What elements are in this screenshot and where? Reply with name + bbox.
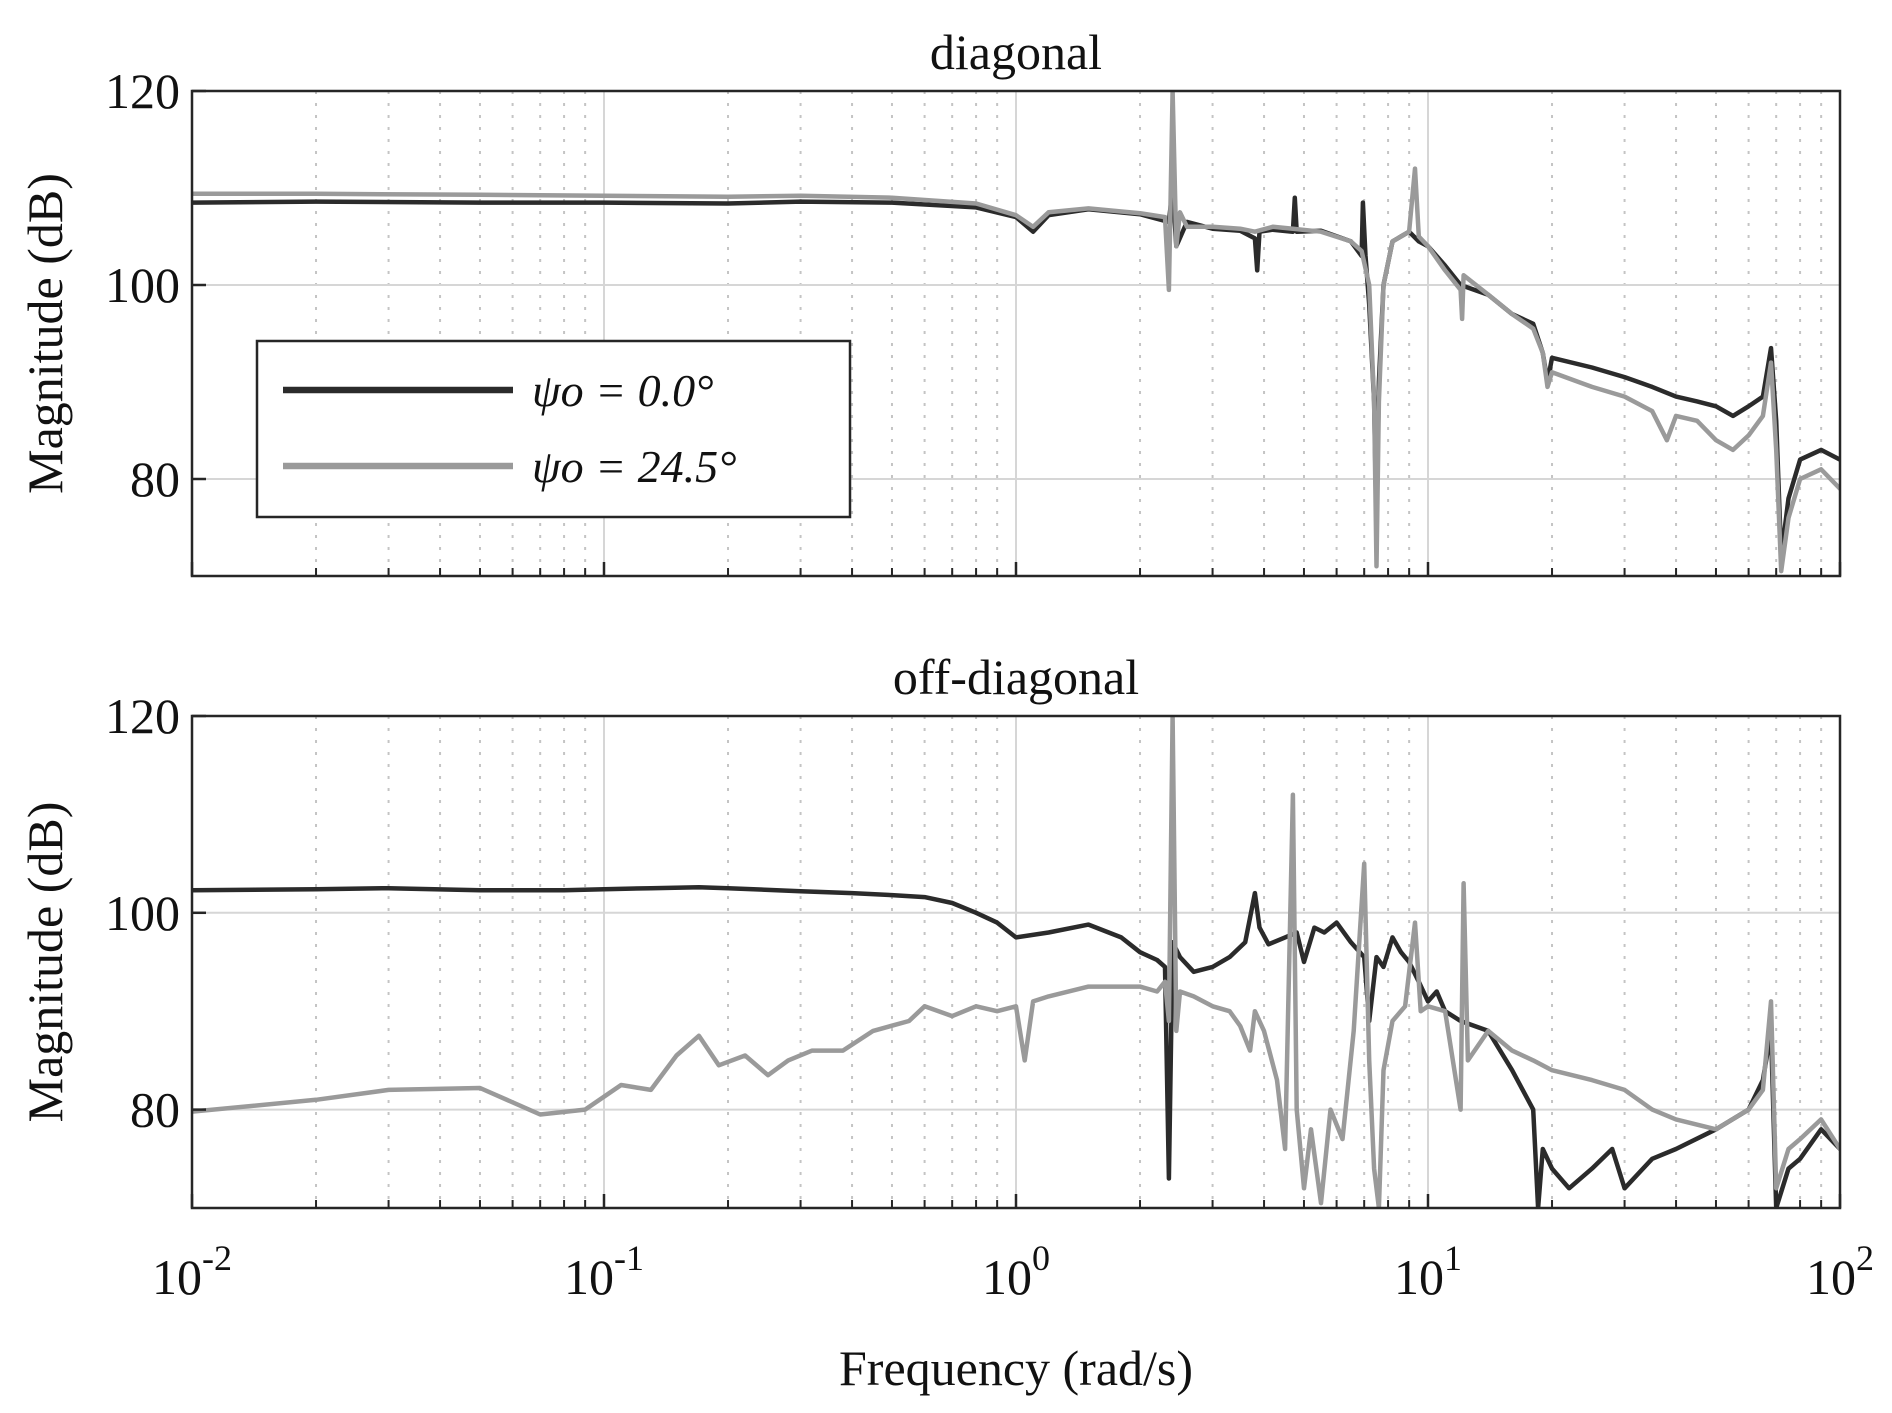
y-tick-label: 100 — [105, 257, 180, 313]
y-tick-label: 120 — [105, 688, 180, 744]
series-line-ψo = 24.5° — [192, 91, 1840, 574]
x-tick-label: 101 — [1394, 1238, 1462, 1305]
x-tick-label: 10-1 — [564, 1238, 644, 1305]
x-tick-label: 10-2 — [152, 1238, 232, 1305]
series-group — [192, 716, 1840, 1208]
x-axis-label: Frequency (rad/s) — [839, 1340, 1193, 1396]
y-tick-label: 80 — [130, 1082, 180, 1138]
y-tick-label: 80 — [130, 451, 180, 507]
series-line-ψo = 0.0° — [192, 884, 1840, 1208]
legend: ψo = 0.0° ψo = 24.5° — [255, 339, 852, 519]
x-tick-label: 102 — [1806, 1238, 1874, 1305]
series-line-ψo = 24.5° — [192, 716, 1840, 1208]
panel-title: diagonal — [930, 24, 1102, 80]
legend-entry: ψo = 24.5° — [532, 441, 737, 492]
panel-title: off-diagonal — [893, 649, 1139, 705]
y-axis-label: Magnitude (dB) — [17, 173, 73, 494]
y-axis-label: Magnitude (dB) — [17, 802, 73, 1123]
y-tick-label: 100 — [105, 885, 180, 941]
panel-2: 80 100 120 10-2 10-1 100 101 102 off-diagonal Mag… — [17, 649, 1874, 1305]
legend-box — [255, 339, 852, 519]
legend-entry: ψo = 0.0° — [532, 365, 714, 416]
y-tick-label: 120 — [105, 63, 180, 119]
series-group — [192, 91, 1840, 574]
x-tick-label: 100 — [982, 1238, 1050, 1305]
